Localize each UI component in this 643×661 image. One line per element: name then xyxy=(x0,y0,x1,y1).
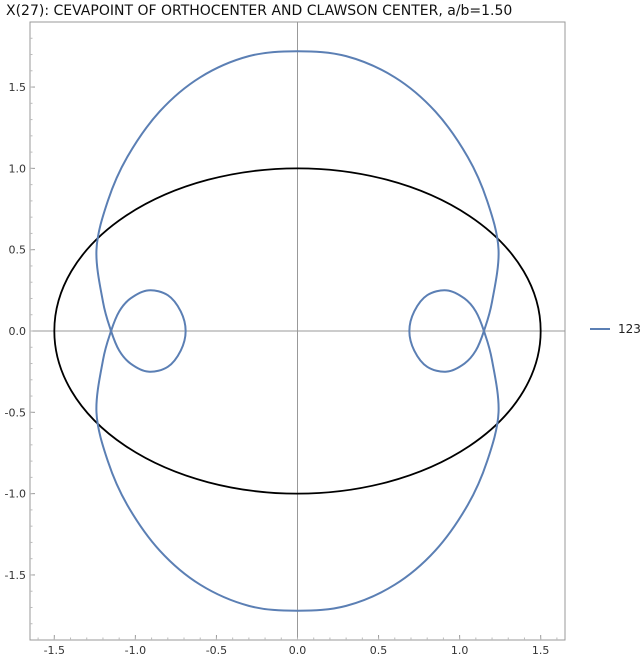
ticks: -1.5 -1.0 -0.5 0.0 0.5 1.0 1.5 -1.5 -1.0 -0.5 0.0 0… xyxy=(5,37,558,657)
y-tick-label: 1.0 xyxy=(9,162,27,175)
y-tick-label: -0.5 xyxy=(5,406,26,419)
chart-title: X(27): CEVAPOINT OF ORTHOCENTER AND CLAW… xyxy=(6,3,513,19)
x-tick-label: -0.5 xyxy=(206,644,227,657)
series-curve-123 xyxy=(95,50,500,612)
x-tick-label: 0.5 xyxy=(370,644,388,657)
x-tick-label: -1.5 xyxy=(44,644,65,657)
legend-swatch xyxy=(590,328,610,330)
x-tick-label: 0.0 xyxy=(289,644,307,657)
y-tick-label: 0.5 xyxy=(9,244,27,257)
x-tick-label: -1.0 xyxy=(125,644,146,657)
x-tick-label: 1.5 xyxy=(532,644,550,657)
x-tick-label: 1.0 xyxy=(451,644,469,657)
legend: 123 xyxy=(590,322,641,336)
y-tick-label: 0.0 xyxy=(9,325,27,338)
y-tick-label: 1.5 xyxy=(9,81,27,94)
series-layer xyxy=(53,50,542,612)
y-tick-label: -1.0 xyxy=(5,488,26,501)
axes xyxy=(30,22,565,640)
series-ellipse xyxy=(53,167,542,495)
legend-label: 123 xyxy=(618,322,641,336)
y-tick-label: -1.5 xyxy=(5,569,26,582)
